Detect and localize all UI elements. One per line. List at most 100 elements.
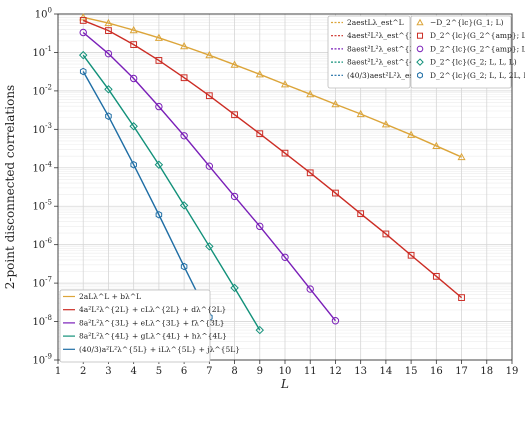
legend-marker-s2 — [416, 32, 424, 39]
data-point-s1 — [432, 141, 441, 149]
data-point-s2 — [357, 210, 365, 218]
data-point-s3 — [281, 253, 289, 261]
legend-upper-entry-s3: 8aest²L²λ_est^{3L} — [331, 44, 424, 53]
data-point-s3 — [230, 192, 239, 201]
data-point-s2 — [155, 57, 163, 64]
data-point-s5 — [130, 160, 137, 169]
data-point-s1 — [280, 80, 290, 88]
legend-label-s1: −D_2^{lc}(G_1; L) — [430, 18, 504, 27]
legend-label-s5: D_2^{lc}(G_2; L, L, 2L, L) — [430, 71, 525, 80]
data-point-s2 — [332, 189, 339, 197]
data-point-s4 — [205, 242, 214, 251]
data-point-s2 — [180, 74, 188, 82]
data-point-s4 — [255, 325, 265, 335]
data-point-s3 — [180, 132, 188, 140]
legend-label-s1: 2aLλ^L + bλ^L — [79, 292, 141, 301]
data-point-s1 — [331, 99, 340, 108]
legend-lower-entry-s2: 4a²L²λ^{2L} + cLλ^{2L} + dλ^{2L} — [63, 305, 226, 314]
data-point-s4 — [129, 122, 138, 131]
x-tick-label: 19 — [506, 366, 519, 377]
legend-upper-frame — [410, 15, 512, 89]
data-point-s4 — [78, 50, 88, 60]
data-point-s1 — [407, 130, 416, 138]
legend-label-s4: 8a²L²λ^{4L} + gLλ^{4L} + hλ^{4L} — [79, 332, 227, 341]
data-point-s2 — [130, 41, 138, 48]
data-point-s4 — [230, 283, 239, 293]
y-tick-label: 10-5 — [32, 199, 52, 213]
data-point-s2 — [281, 149, 289, 157]
x-tick-label: 2 — [80, 366, 86, 377]
series-layer — [78, 13, 466, 335]
series-line-s1 — [83, 16, 462, 158]
data-point-s2 — [458, 294, 465, 301]
data-point-s1 — [154, 33, 163, 41]
data-point-s4 — [104, 85, 113, 94]
y-tick-label: 100 — [35, 7, 52, 21]
legend-label-s3: D_2^{lc}(G_2^{amp}; L, 2L) — [430, 44, 525, 53]
legend-label-s5: (40/3)aest²L²λ_est^{5L} — [347, 71, 442, 80]
y-tick-label: 10-4 — [32, 160, 52, 174]
legend-lower-entry-s4: 8a²L²λ^{4L} + gLλ^{4L} + hλ^{4L} — [63, 332, 227, 341]
legend-upper-entry-s2: 4aest²L²λ_est^{2L} — [331, 31, 424, 40]
data-point-s2 — [231, 111, 238, 119]
x-tick-label: 10 — [279, 366, 292, 377]
legend-upper-frame — [327, 15, 411, 89]
legend-upper-entry-s1: 2aestLλ_est^L — [331, 18, 404, 27]
x-tick-label: 17 — [455, 366, 468, 377]
data-point-s1 — [381, 120, 390, 128]
data-point-s3 — [256, 222, 264, 231]
x-tick-label: 14 — [380, 366, 393, 377]
data-point-s2 — [432, 272, 440, 280]
x-tick-label: 9 — [257, 366, 263, 377]
legend-upper-entry-s3: D_2^{lc}(G_2^{amp}; L, 2L) — [416, 44, 525, 53]
y-tick-label: 10-7 — [32, 276, 52, 290]
legend-label-s1: 2aestLλ_est^L — [347, 18, 404, 27]
data-point-s1 — [306, 89, 315, 98]
data-point-s5 — [155, 210, 163, 219]
legend-lower-entry-s3: 8a²L²λ^{3L} + eLλ^{3L} + fλ^{3L} — [63, 318, 225, 327]
series-estimate-line-s2 — [83, 20, 462, 298]
data-point-s1 — [356, 109, 365, 118]
data-point-s5 — [79, 67, 87, 76]
data-point-s1 — [180, 42, 189, 50]
data-point-s1 — [255, 70, 264, 78]
data-point-s2 — [105, 27, 112, 34]
x-axis-label: L — [280, 377, 289, 391]
y-tick-label: 10-6 — [32, 237, 52, 251]
y-tick-label: 10-2 — [32, 83, 52, 97]
x-tick-label: 4 — [130, 366, 136, 377]
legend-label-s3: 8a²L²λ^{3L} + eLλ^{3L} + fλ^{3L} — [79, 318, 225, 327]
legend-label-s4: 8aest²L²λ_est^{4L} — [347, 58, 424, 67]
data-point-s3 — [306, 285, 314, 293]
legend-label-s3: 8aest²L²λ_est^{3L} — [347, 44, 424, 53]
legend-label-s2: 4a²L²λ^{2L} + cLλ^{2L} + dλ^{2L} — [79, 305, 226, 314]
data-point-s5 — [180, 262, 188, 271]
x-tick-label: 11 — [304, 366, 317, 377]
series-s1 — [79, 13, 466, 161]
legend-marker-s4 — [416, 58, 424, 66]
legend-upper-entry-s5: D_2^{lc}(G_2; L, L, 2L, L) — [417, 71, 525, 80]
data-point-s2 — [382, 230, 390, 238]
x-tick-label: 1 — [55, 366, 61, 377]
y-tick-label: 10-9 — [32, 353, 52, 367]
data-point-s1 — [230, 60, 239, 68]
series-estimate-line-s4 — [82, 54, 261, 331]
y-tick-label: 10-8 — [32, 314, 52, 328]
legend-upper-entry-s2: D_2^{lc}(G_2^{amp}; L, L) — [416, 31, 525, 40]
data-point-s3 — [155, 102, 163, 111]
legend-upper: 2aestLλ_est^L 4aest²L²λ_est^{2L} 8aest²L²λ… — [327, 15, 525, 89]
data-point-s3 — [129, 74, 138, 83]
data-point-s1 — [104, 18, 113, 27]
legend-lower-entry-s5: (40/3)a²L²λ^{5L} + iLλ^{5L} + jλ^{5L} — [63, 345, 240, 354]
data-point-s4 — [154, 160, 164, 169]
series-line-s5 — [82, 71, 210, 318]
legend-upper-entry-s1: −D_2^{lc}(G_1; L) — [416, 18, 504, 27]
series-s4 — [78, 50, 265, 335]
data-point-s3 — [104, 49, 113, 58]
legend-label-s5: (40/3)a²L²λ^{5L} + iLλ^{5L} + jλ^{5L} — [79, 345, 240, 354]
y-axis-label: 2-point disconnected correlations — [3, 85, 17, 289]
data-point-s3 — [331, 317, 340, 325]
x-tick-label: 18 — [480, 366, 493, 377]
data-point-s2 — [79, 17, 87, 24]
